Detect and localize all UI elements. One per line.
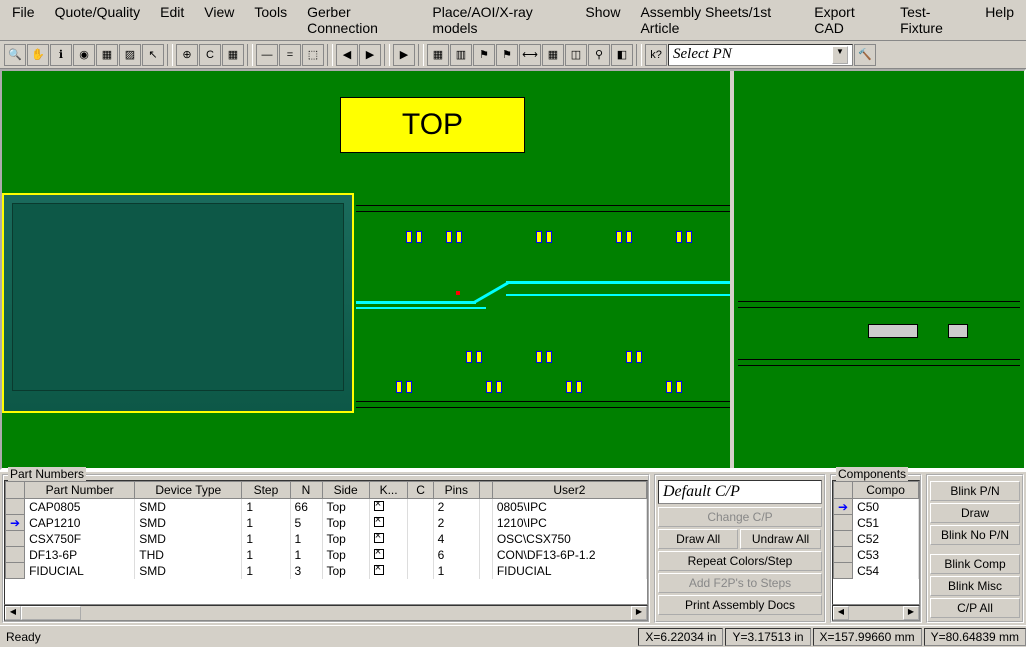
toolbar-button[interactable]: ▶ bbox=[359, 44, 381, 66]
change-cp-button: Change C/P bbox=[658, 507, 822, 527]
status-ready: Ready bbox=[0, 630, 636, 644]
table-row[interactable]: C52 bbox=[834, 531, 919, 547]
scroll-right-icon[interactable]: ▶ bbox=[903, 606, 919, 620]
toolbar-button[interactable]: ✋ bbox=[27, 44, 49, 66]
menu-tools[interactable]: Tools bbox=[246, 2, 295, 38]
undraw-all-button[interactable]: Undraw All bbox=[740, 529, 820, 549]
panel-label: Components bbox=[836, 467, 908, 481]
main-pcb-view[interactable]: TOP bbox=[2, 71, 734, 468]
viewport: TOP bbox=[0, 69, 1026, 470]
bottom-panels: Part Numbers Part NumberDevice TypeStepN… bbox=[0, 470, 1026, 625]
blink-buttons-panel: Blink P/NDrawBlink No P/N Blink CompBlink… bbox=[926, 474, 1024, 623]
table-row[interactable]: DF13-6PTHD11Top6CON\DF13-6P-1.2 bbox=[6, 547, 647, 563]
status-x-in: X=6.22034 in bbox=[638, 628, 723, 646]
toolbar-button[interactable]: ⚑ bbox=[473, 44, 495, 66]
toolbar-button[interactable]: ◀ bbox=[336, 44, 358, 66]
side-pcb-view[interactable] bbox=[734, 71, 1024, 468]
toolbar-button[interactable]: = bbox=[279, 44, 301, 66]
blink-comp-button[interactable]: Blink Comp bbox=[930, 554, 1020, 574]
toolbar-button[interactable]: 🔍 bbox=[4, 44, 26, 66]
toolbar-button[interactable]: ◫ bbox=[565, 44, 587, 66]
table-row[interactable]: C54 bbox=[834, 563, 919, 579]
toolbar-button[interactable]: ↖ bbox=[142, 44, 164, 66]
toolbar: 🔍✋ℹ◉▦▨↖⊕C▦—=⬚◀▶▶▦▥⚑⚑⟷▦◫⚲◧k?Select PN▼🔨 bbox=[0, 41, 1026, 69]
toolbar-button[interactable]: ▥ bbox=[450, 44, 472, 66]
part-numbers-panel: Part Numbers Part NumberDevice TypeStepN… bbox=[2, 474, 650, 623]
add-f2p-button: Add F2P's to Steps bbox=[658, 573, 822, 593]
select-pn-dropdown[interactable]: Select PN▼ bbox=[668, 44, 853, 66]
toolbar-button[interactable]: — bbox=[256, 44, 278, 66]
menu-exportcad[interactable]: Export CAD bbox=[806, 2, 888, 38]
blink-p-n-button[interactable]: Blink P/N bbox=[930, 481, 1020, 501]
menu-help[interactable]: Help bbox=[977, 2, 1022, 38]
toolbar-button[interactable]: ℹ bbox=[50, 44, 72, 66]
panel-label: Part Numbers bbox=[8, 467, 86, 481]
table-row[interactable]: C51 bbox=[834, 515, 919, 531]
table-row[interactable]: ➔C50 bbox=[834, 499, 919, 515]
menubar: FileQuote/QualityEditViewToolsGerber Con… bbox=[0, 0, 1026, 41]
blink-no-p-n-button[interactable]: Blink No P/N bbox=[930, 525, 1020, 545]
blink-misc-button[interactable]: Blink Misc bbox=[930, 576, 1020, 596]
horizontal-scrollbar[interactable]: ◀ ▶ bbox=[832, 605, 920, 621]
table-row[interactable]: CSX750FSMD11Top4OSC\CSX750 bbox=[6, 531, 647, 547]
status-y-in: Y=3.17513 in bbox=[725, 628, 810, 646]
menu-assemblysheetsstarticle[interactable]: Assembly Sheets/1st Article bbox=[632, 2, 802, 38]
side-cad-outline bbox=[738, 299, 1020, 369]
toolbar-button[interactable]: ⊕ bbox=[176, 44, 198, 66]
components-grid[interactable]: Compo➔C50C51C52C53C54 bbox=[832, 480, 920, 605]
default-cp-title: Default C/P bbox=[658, 480, 822, 504]
toolbar-button[interactable]: ▨ bbox=[119, 44, 141, 66]
draw-button[interactable]: Draw bbox=[930, 503, 1020, 523]
menu-show[interactable]: Show bbox=[577, 2, 628, 38]
part-numbers-grid[interactable]: Part NumberDevice TypeStepNSideK...CPins… bbox=[4, 480, 648, 605]
print-assembly-button[interactable]: Print Assembly Docs bbox=[658, 595, 822, 615]
status-x-mm: X=157.99660 mm bbox=[813, 628, 922, 646]
menu-file[interactable]: File bbox=[4, 2, 43, 38]
menu-placeaoixraymodels[interactable]: Place/AOI/X-ray models bbox=[424, 2, 573, 38]
repeat-colors-button[interactable]: Repeat Colors/Step bbox=[658, 551, 822, 571]
top-layer-label: TOP bbox=[340, 97, 525, 153]
toolbar-button[interactable]: ⬚ bbox=[302, 44, 324, 66]
toolbar-button[interactable]: ▦ bbox=[222, 44, 244, 66]
table-row[interactable]: FIDUCIALSMD13Top1FIDUCIAL bbox=[6, 563, 647, 579]
table-row[interactable]: C53 bbox=[834, 547, 919, 563]
toolbar-button[interactable]: k? bbox=[645, 44, 667, 66]
horizontal-scrollbar[interactable]: ◀ ▶ bbox=[4, 605, 648, 621]
menu-gerberconnection[interactable]: Gerber Connection bbox=[299, 2, 420, 38]
toolbar-button[interactable]: ⚑ bbox=[496, 44, 518, 66]
toolbar-button[interactable]: ◧ bbox=[611, 44, 633, 66]
toolbar-button[interactable]: ▶ bbox=[393, 44, 415, 66]
statusbar: Ready X=6.22034 in Y=3.17513 in X=157.99… bbox=[0, 625, 1026, 647]
menu-testfixture[interactable]: Test-Fixture bbox=[892, 2, 973, 38]
status-y-mm: Y=80.64839 mm bbox=[924, 628, 1026, 646]
toolbar-button[interactable]: C bbox=[199, 44, 221, 66]
hammer-icon[interactable]: 🔨 bbox=[854, 44, 876, 66]
scroll-right-icon[interactable]: ▶ bbox=[631, 606, 647, 620]
scroll-left-icon[interactable]: ◀ bbox=[5, 606, 21, 620]
table-row[interactable]: CAP0805SMD166Top20805\IPC bbox=[6, 499, 647, 515]
cp-panel: Default C/P Change C/P Draw All Undraw A… bbox=[654, 474, 826, 623]
menu-edit[interactable]: Edit bbox=[152, 2, 192, 38]
c-p-all-button[interactable]: C/P All bbox=[930, 598, 1020, 618]
toolbar-button[interactable]: ⟷ bbox=[519, 44, 541, 66]
toolbar-button[interactable]: ▦ bbox=[542, 44, 564, 66]
toolbar-button[interactable]: ▦ bbox=[427, 44, 449, 66]
scroll-left-icon[interactable]: ◀ bbox=[833, 606, 849, 620]
menu-quotequality[interactable]: Quote/Quality bbox=[47, 2, 149, 38]
toolbar-button[interactable]: ◉ bbox=[73, 44, 95, 66]
cad-traces bbox=[356, 201, 730, 411]
scroll-thumb[interactable] bbox=[21, 606, 81, 620]
table-row[interactable]: ➔CAP1210SMD15Top21210\IPC bbox=[6, 515, 647, 531]
pcb-photo-inset bbox=[2, 193, 354, 413]
draw-all-button[interactable]: Draw All bbox=[658, 529, 738, 549]
components-panel: Components Compo➔C50C51C52C53C54 ◀ ▶ bbox=[830, 474, 922, 623]
menu-view[interactable]: View bbox=[196, 2, 242, 38]
toolbar-button[interactable]: ⚲ bbox=[588, 44, 610, 66]
toolbar-button[interactable]: ▦ bbox=[96, 44, 118, 66]
